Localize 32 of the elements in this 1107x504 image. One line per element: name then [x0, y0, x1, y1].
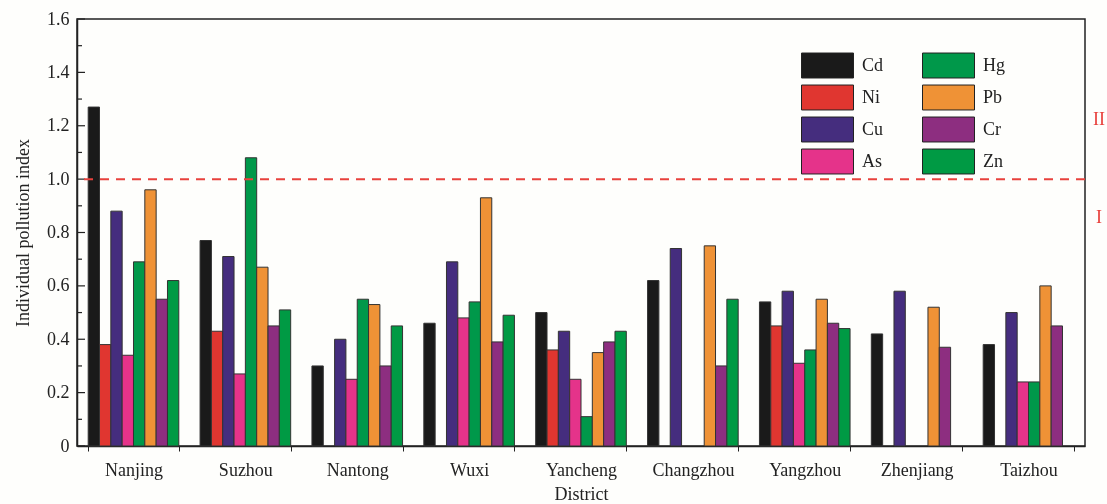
- x-tick-label: Changzhou: [652, 459, 735, 480]
- legend-label: Zn: [983, 150, 1003, 171]
- legend-label: Hg: [983, 54, 1005, 75]
- y-tick-label: 1.6: [47, 8, 70, 29]
- x-tick-label: Nantong: [326, 459, 389, 480]
- y-tick-label: 1.4: [47, 61, 70, 82]
- x-axis-title: District: [554, 483, 609, 504]
- legend-label: As: [862, 150, 883, 171]
- y-axis-title: Individual pollution index: [13, 139, 33, 327]
- y-tick-label: 0.6: [47, 275, 70, 296]
- y-tick-label: 1.0: [47, 168, 70, 189]
- legend-label: Cu: [862, 118, 884, 139]
- x-tick-label: Wuxi: [449, 459, 490, 480]
- y-tick-label: 1.2: [47, 115, 70, 136]
- x-tick-label: Nanjing: [105, 459, 163, 480]
- y-tick-label: 0.8: [47, 222, 70, 242]
- y-tick-label: 0.4: [47, 328, 70, 349]
- x-tick-label: Suzhou: [218, 459, 273, 480]
- legend-label: Pb: [983, 86, 1003, 107]
- text: I: [1096, 207, 1102, 228]
- legend-label: Cd: [862, 54, 884, 75]
- legend-label: Cr: [983, 118, 1002, 139]
- x-tick-label: Taizhou: [1000, 459, 1058, 480]
- x-tick-label: Yancheng: [545, 459, 618, 480]
- bar: [893, 290, 906, 447]
- bar: [669, 248, 683, 447]
- y-tick-label: 0.2: [47, 382, 70, 403]
- x-tick-label: Zhenjiang: [880, 459, 954, 480]
- y-tick-label: 0: [60, 435, 70, 456]
- text: II: [1093, 109, 1105, 130]
- legend-label: Ni: [862, 86, 880, 107]
- x-tick-label: Yangzhou: [769, 459, 842, 480]
